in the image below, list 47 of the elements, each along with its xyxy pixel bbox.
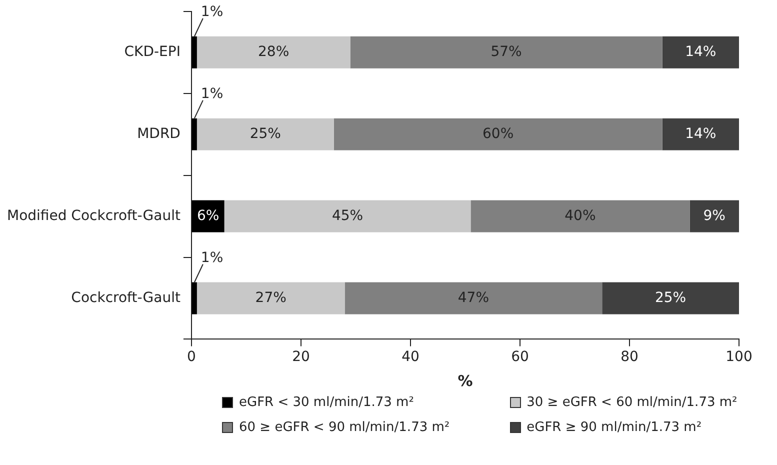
x-axis-title: %: [458, 372, 473, 390]
x-tick-label: 40: [402, 349, 420, 366]
bar: [192, 36, 197, 68]
bar: [192, 200, 224, 232]
data-label: 1%: [200, 86, 224, 102]
x-tick-label: 60: [511, 349, 529, 366]
bar: [662, 36, 739, 68]
data-label: 27%: [255, 290, 286, 306]
data-label: 57%: [490, 44, 522, 60]
bar: [196, 282, 345, 314]
bar: [196, 118, 334, 150]
bar: [470, 200, 690, 232]
x-tick-label: 100: [726, 349, 752, 366]
data-label: 25%: [654, 290, 686, 306]
y-tick-label: Cockcroft-Gault: [71, 290, 181, 306]
data-label: 14%: [685, 126, 716, 142]
data-label: 14%: [685, 44, 716, 60]
bar: [196, 36, 350, 68]
bar: [192, 118, 197, 150]
data-label: 1%: [200, 250, 224, 266]
data-label: 40%: [564, 208, 596, 224]
bar: [192, 282, 197, 314]
bar: [334, 118, 662, 150]
data-label: 28%: [258, 44, 290, 60]
bar: [224, 200, 471, 232]
data-label: 9%: [703, 208, 726, 224]
data-label: 1%: [200, 4, 224, 20]
y-tick-label: MDRD: [137, 126, 180, 142]
y-tick-label: CKD-EPI: [124, 44, 180, 60]
legend-label: 30 ≥ eGFR < 60 ml/min/1.73 m²: [526, 395, 738, 410]
legend-label: 60 ≥ eGFR < 90 ml/min/1.73 m²: [239, 420, 450, 435]
y-tick-label: Modified Cockcroft-Gault: [6, 208, 181, 224]
legend-label: eGFR < 30 ml/min/1.73 m²: [239, 395, 414, 410]
legend-label: eGFR ≥ 90 ml/min/1.73 m²: [526, 420, 702, 435]
bar: [690, 200, 739, 232]
data-label: 25%: [250, 126, 281, 142]
x-tick-label: 0: [187, 349, 196, 366]
bar: [602, 282, 739, 314]
data-label: 45%: [332, 208, 364, 224]
bar: [662, 118, 739, 150]
x-tick-label: 80: [620, 349, 638, 366]
data-label: 60%: [482, 126, 514, 142]
data-label: 6%: [197, 208, 220, 224]
bar: [350, 36, 662, 68]
bar: [344, 282, 602, 314]
data-label: 47%: [458, 290, 490, 306]
x-tick-label: 20: [292, 349, 310, 366]
